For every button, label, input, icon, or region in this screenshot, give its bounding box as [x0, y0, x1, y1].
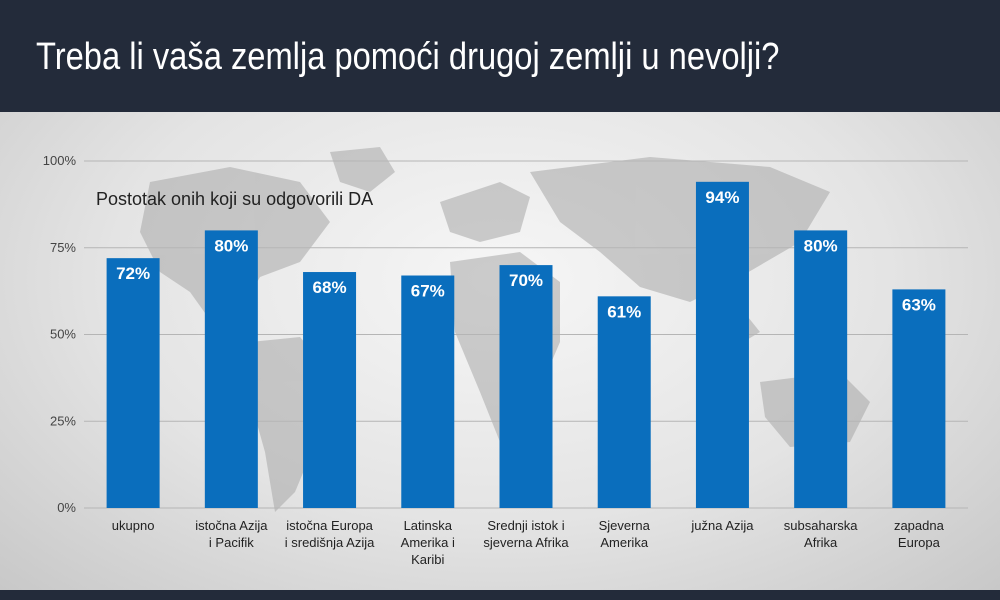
- x-category-label: južna Azija: [690, 518, 754, 533]
- x-category-label: Srednji istok i sjeverna Afrika: [483, 518, 569, 550]
- x-category-label: zapadna Europa: [894, 518, 945, 550]
- y-tick-label: 75%: [50, 240, 76, 255]
- footer-bar: [0, 590, 1000, 600]
- y-tick-label: 0%: [57, 500, 76, 515]
- x-category-label: istočna Europa i središnja Azija: [285, 518, 375, 550]
- bar: [695, 181, 749, 508]
- bar: [303, 272, 357, 508]
- x-category-label: istočna Azija i Pacifik: [195, 518, 268, 550]
- bar: [597, 296, 651, 508]
- y-tick-label: 25%: [50, 413, 76, 428]
- bar: [794, 230, 848, 508]
- bar-value-label: 70%: [509, 271, 543, 290]
- bar-value-label: 68%: [313, 278, 347, 297]
- bar-value-label: 67%: [411, 282, 445, 301]
- y-tick-label: 100%: [43, 153, 77, 168]
- bar-value-label: 63%: [902, 295, 936, 314]
- bar: [499, 265, 553, 508]
- header-bar: Treba li vaša zemlja pomoći drugoj zemlj…: [0, 0, 1000, 112]
- bar-value-label: 80%: [214, 236, 248, 255]
- bar: [106, 258, 160, 508]
- x-category-label: subsaharska Afrika: [784, 518, 858, 550]
- bar-value-label: 61%: [607, 302, 641, 321]
- bar-value-label: 72%: [116, 264, 150, 283]
- bar-value-label: 94%: [705, 188, 739, 207]
- page-title: Treba li vaša zemlja pomoći drugoj zemlj…: [36, 36, 780, 78]
- bar: [204, 230, 258, 508]
- x-category-label: Sjeverna Amerika: [599, 518, 651, 550]
- bar-value-label: 80%: [804, 236, 838, 255]
- y-tick-label: 50%: [50, 327, 76, 342]
- x-category-label: Latinska Amerika i Karibi: [401, 518, 455, 567]
- bar: [892, 289, 946, 508]
- bar: [401, 275, 455, 508]
- chart-subtitle: Postotak onih koji su odgovorili DA: [96, 189, 373, 209]
- x-category-label: ukupno: [112, 518, 155, 533]
